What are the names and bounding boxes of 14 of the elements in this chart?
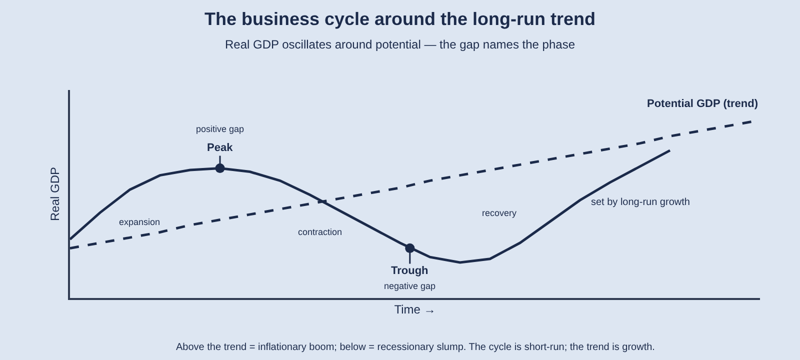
chart-title: The business cycle around the long-run trend: [204, 9, 596, 30]
annotation: recovery: [482, 208, 518, 218]
chart-subtitle: Real GDP oscillates around potential — the gap names the phase: [225, 38, 576, 52]
x-axis-title: Time →: [394, 302, 436, 316]
annotation: positive gap: [196, 124, 244, 134]
annotation: set by long-run growth: [591, 197, 690, 208]
annotation: contraction: [298, 227, 342, 237]
text: Above the trend = inflationary boom; below = recessionary slump. The cycle is short-run; the trend is growth.: [176, 342, 655, 353]
annotation: Peak: [207, 142, 234, 154]
annotation: Trough: [391, 265, 429, 277]
annotation: negative gap: [384, 281, 436, 291]
y-axis-title: Real GDP: [48, 166, 62, 222]
annotation: expansion: [119, 217, 160, 227]
series-label: Potential GDP (trend): [647, 98, 758, 110]
